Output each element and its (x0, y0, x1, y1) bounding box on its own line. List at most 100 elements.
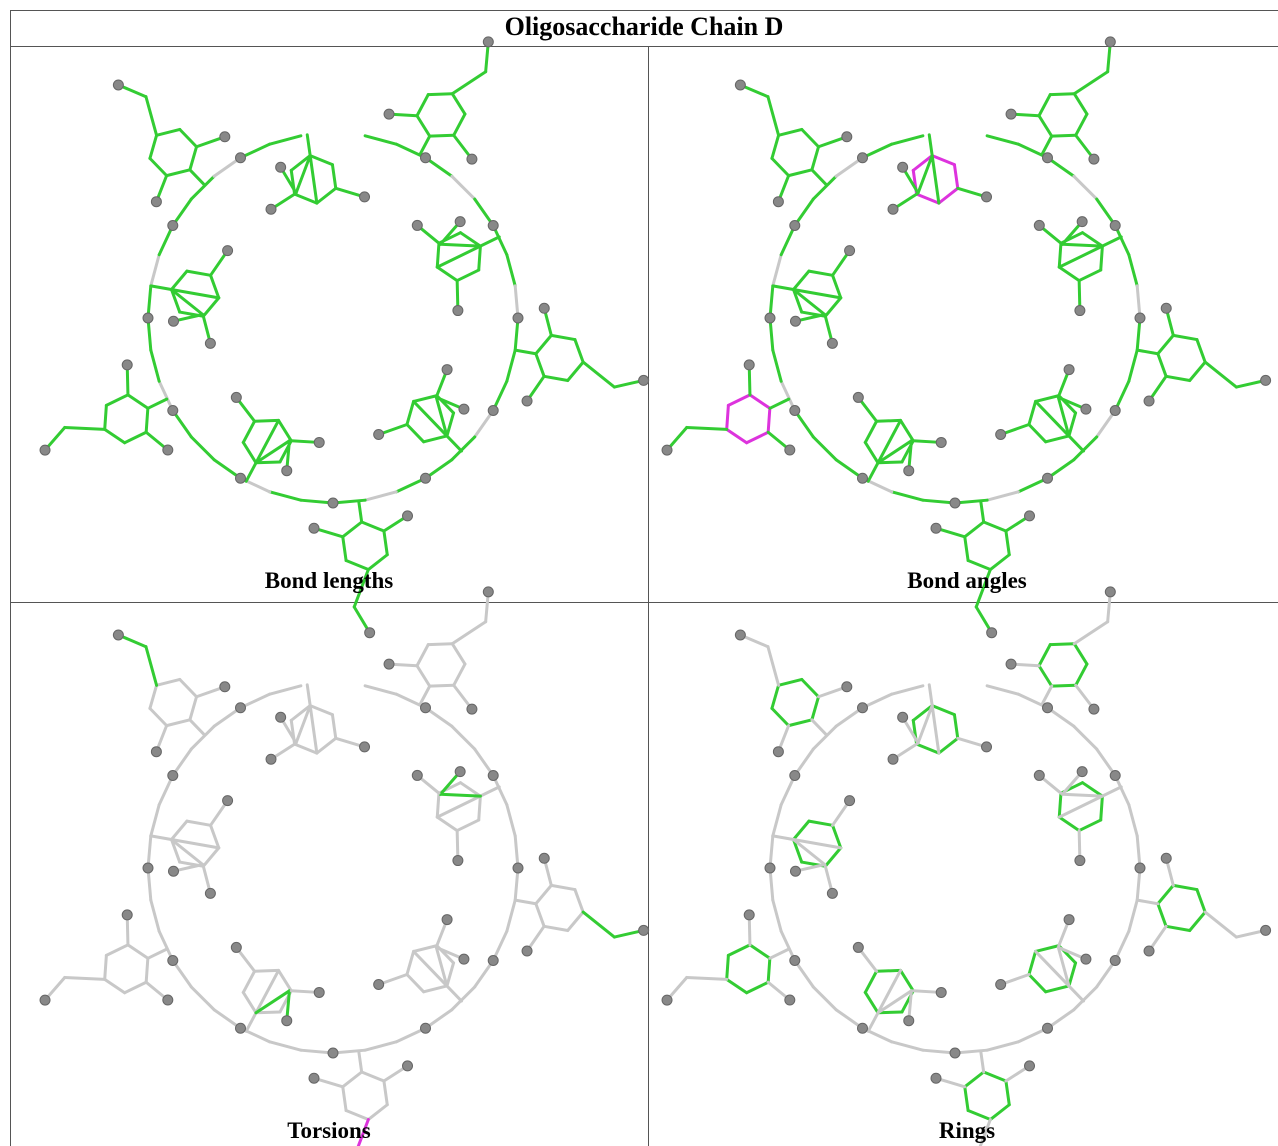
bond (1027, 949, 1038, 977)
atom (162, 444, 174, 456)
bond (899, 968, 915, 993)
atom (373, 428, 385, 440)
atom (487, 955, 499, 966)
atom (857, 1022, 868, 1034)
bond (1067, 411, 1078, 438)
bond (169, 288, 182, 314)
bond (169, 819, 189, 842)
bond (63, 425, 107, 431)
bond (363, 490, 398, 502)
bond (344, 559, 370, 572)
atom (789, 220, 801, 231)
bond (178, 677, 199, 699)
atom (826, 887, 838, 899)
bond (1037, 114, 1054, 138)
bond (952, 713, 960, 740)
atom (764, 312, 776, 324)
atom (308, 1072, 320, 1084)
bond (863, 419, 879, 444)
bond (807, 269, 835, 277)
bond (254, 439, 291, 465)
atom (1042, 472, 1053, 484)
atom (373, 978, 385, 990)
bond (890, 134, 925, 146)
bond (831, 273, 843, 300)
bond (810, 695, 821, 722)
panel-caption: Bond angles (907, 568, 1027, 593)
bond (149, 834, 221, 850)
atom (1260, 374, 1272, 386)
bond (123, 430, 148, 445)
bond (1156, 902, 1168, 928)
bond (455, 818, 481, 833)
bond (963, 1085, 970, 1113)
bond (748, 393, 772, 410)
atom (162, 994, 174, 1006)
bond (745, 430, 770, 445)
bond (863, 969, 879, 994)
bond (985, 1040, 1020, 1052)
bond (791, 838, 827, 867)
bond (149, 898, 161, 933)
bond (438, 242, 482, 248)
bond (1034, 399, 1086, 453)
bond (305, 133, 319, 205)
bond (810, 718, 828, 737)
atom (1005, 108, 1017, 120)
atom (222, 795, 234, 807)
atom (841, 131, 853, 143)
atom (841, 681, 853, 693)
atom (784, 444, 796, 456)
atom (743, 909, 755, 921)
bond (103, 977, 127, 995)
bond (450, 985, 477, 1012)
atom (265, 203, 277, 215)
bond (104, 393, 130, 407)
bond (405, 973, 426, 994)
bond (811, 435, 838, 462)
bond (344, 1109, 370, 1122)
bond (363, 684, 398, 696)
bond (985, 684, 1020, 696)
bond (811, 724, 838, 751)
bond (149, 803, 161, 838)
bond (169, 269, 189, 292)
bond (1037, 664, 1054, 688)
bond (988, 553, 1011, 572)
atom (281, 1015, 293, 1027)
molecule-views (39, 36, 1272, 1146)
bond (418, 684, 432, 707)
atom (230, 941, 242, 953)
bond (1050, 133, 1078, 138)
bond (459, 781, 482, 798)
bond (1048, 92, 1076, 97)
atom (482, 36, 494, 48)
bond (823, 296, 843, 318)
bond (405, 949, 416, 977)
atom (661, 994, 673, 1006)
bond (1074, 662, 1089, 687)
bond (189, 985, 216, 1012)
figure-title: Oligosaccharide Chain D (504, 12, 784, 41)
bond (428, 133, 456, 138)
bond (534, 883, 553, 906)
atom (949, 497, 961, 509)
bond (1127, 803, 1139, 838)
bond (412, 399, 464, 453)
bond (293, 742, 319, 755)
bond (1034, 949, 1086, 1003)
bond (357, 1049, 364, 1074)
atom (275, 161, 287, 173)
bond (573, 888, 585, 914)
bond (771, 253, 783, 288)
bond (791, 269, 811, 292)
bond (104, 943, 130, 957)
bond (505, 803, 517, 838)
atom (857, 472, 868, 484)
bond (426, 92, 454, 97)
bond (418, 134, 432, 157)
bond (415, 93, 430, 118)
bond (294, 704, 312, 745)
bond (149, 253, 161, 288)
